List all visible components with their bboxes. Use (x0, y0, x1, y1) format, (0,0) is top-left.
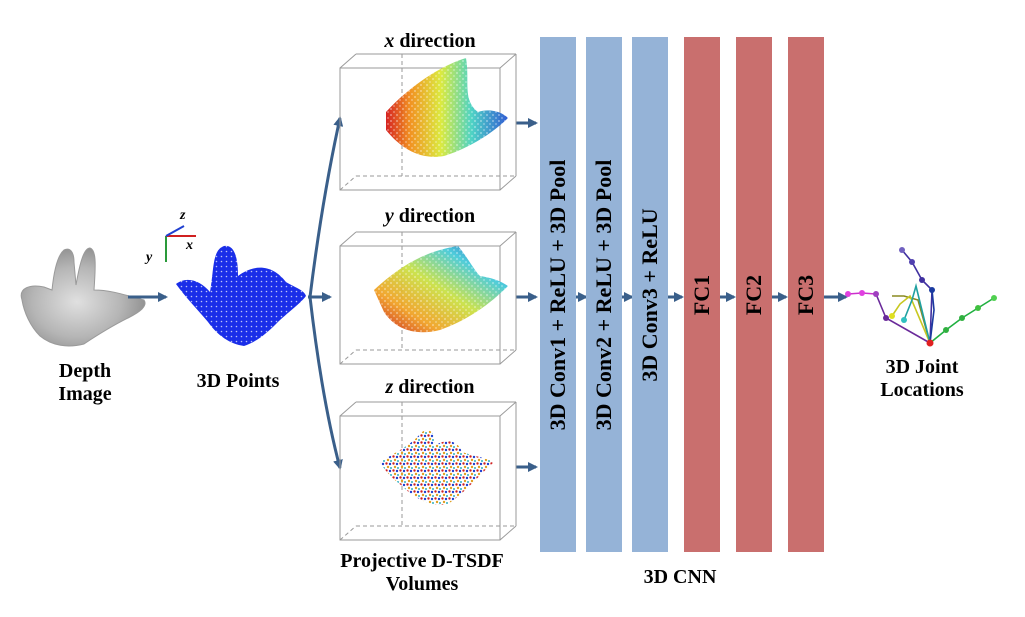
depth-image-label: Depth Image (30, 360, 140, 406)
cnn-label: 3D CNN (643, 566, 717, 588)
direction-axis-y: y (384, 205, 394, 227)
direction-word-z: direction (398, 376, 475, 398)
joint-locations-line2: Locations (880, 379, 964, 401)
joint-locations-line1: 3D Joint (885, 356, 959, 378)
direction-word-x: direction (399, 30, 476, 52)
volumes-label: Projective D-TSDF Volumes (322, 550, 522, 596)
volumes-label-line1: Projective D-TSDF (340, 550, 504, 572)
joint-points (845, 247, 997, 347)
layer-fc3-label: FC3 (793, 274, 818, 315)
axis-y-label: y (146, 250, 153, 265)
direction-axis-z: z (385, 376, 394, 398)
layer-fc1: FC1 (684, 37, 720, 552)
direction-title-y: y direction (360, 205, 500, 228)
axes-gizmo (165, 225, 196, 262)
layer-conv2: 3D Conv2 + ReLU + 3D Pool (586, 37, 622, 552)
layer-conv3: 3D Conv3 + ReLU (632, 37, 668, 552)
layer-fc1-label: FC1 (689, 274, 714, 315)
volume-x (339, 53, 517, 191)
layer-fc2: FC2 (736, 37, 772, 552)
layer-conv1: 3D Conv1 + ReLU + 3D Pool (540, 37, 576, 552)
direction-word-y: direction (398, 205, 476, 227)
volumes-label-line2: Volumes (385, 573, 459, 595)
layer-conv2-label: 3D Conv2 + ReLU + 3D Pool (591, 159, 616, 430)
depth-image-hand (20, 247, 146, 347)
direction-title-x: x direction (360, 30, 500, 53)
point-cloud (176, 245, 306, 346)
depth-image-label-line1: Depth (58, 360, 112, 382)
volume-z (339, 401, 517, 541)
joint-locations-label: 3D Joint Locations (862, 356, 982, 402)
axis-x-label: x (186, 238, 193, 253)
points-label: 3D Points (196, 370, 280, 392)
layer-fc2-label: FC2 (741, 274, 766, 315)
layer-fc3: FC3 (788, 37, 824, 552)
layer-conv1-label: 3D Conv1 + ReLU + 3D Pool (545, 159, 570, 430)
joint-skeleton (847, 249, 995, 344)
depth-image-label-line2: Image (58, 383, 112, 405)
direction-axis-x: x (384, 30, 395, 52)
volume-y (339, 231, 517, 365)
flow-arrows (128, 116, 848, 472)
layer-conv3-label: 3D Conv3 + ReLU (637, 207, 662, 382)
direction-title-z: z direction (360, 376, 500, 399)
axis-z-label: z (180, 208, 186, 223)
